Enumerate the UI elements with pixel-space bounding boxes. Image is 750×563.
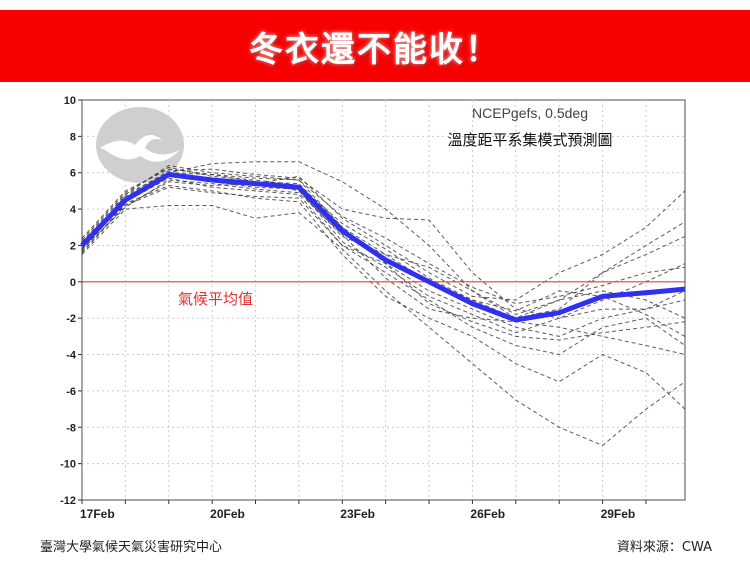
x-tick-label: 17Feb [80, 507, 115, 521]
ensemble-member-line [81, 172, 686, 305]
ensemble-member-line [81, 175, 686, 301]
y-tick-label: -8 [66, 422, 76, 434]
banner-title: 冬衣還不能收！ [249, 29, 501, 70]
ensemble-member-line [81, 166, 686, 337]
ensemble-member-line [81, 205, 686, 447]
y-tick-label: 4 [70, 204, 77, 216]
y-tick-label: -4 [66, 350, 77, 362]
ensemble-member-line [81, 184, 686, 410]
y-tick-label: -6 [66, 386, 76, 398]
y-tick-label: 2 [70, 240, 76, 252]
cwa-logo [96, 107, 184, 183]
footer-data-source: 資料來源：CWA [616, 540, 712, 555]
y-tick-label: 8 [70, 131, 76, 143]
ensemble-mean-line [80, 172, 686, 323]
zero-line-label: 氣候平均值 [178, 290, 253, 308]
model-label: NCEPgefs, 0.5deg [472, 105, 588, 121]
x-tick-label: 29Feb [601, 507, 636, 521]
title-banner: 冬衣還不能收！ [0, 10, 750, 82]
ensemble-member-line [81, 179, 686, 355]
ensemble-member-line [81, 168, 686, 319]
y-tick-label: 0 [70, 277, 76, 289]
y-tick-label: -2 [66, 313, 76, 325]
ensemble-member-line [81, 175, 686, 334]
x-tick-label: 23Feb [340, 507, 375, 521]
y-tick-label: 6 [70, 168, 76, 180]
ensemble-member-line [81, 186, 686, 341]
x-tick-label: 20Feb [210, 507, 245, 521]
y-tick-label: -12 [60, 495, 76, 507]
y-tick-label: 10 [64, 95, 76, 107]
footer-source-org: 臺灣大學氣候天氣災害研究中心 [40, 540, 223, 555]
x-tick-label: 26Feb [470, 507, 505, 521]
y-tick-label: -10 [60, 459, 76, 471]
plot-area [81, 99, 686, 501]
chart-title: 溫度距平系集模式預測圖 [447, 131, 612, 149]
